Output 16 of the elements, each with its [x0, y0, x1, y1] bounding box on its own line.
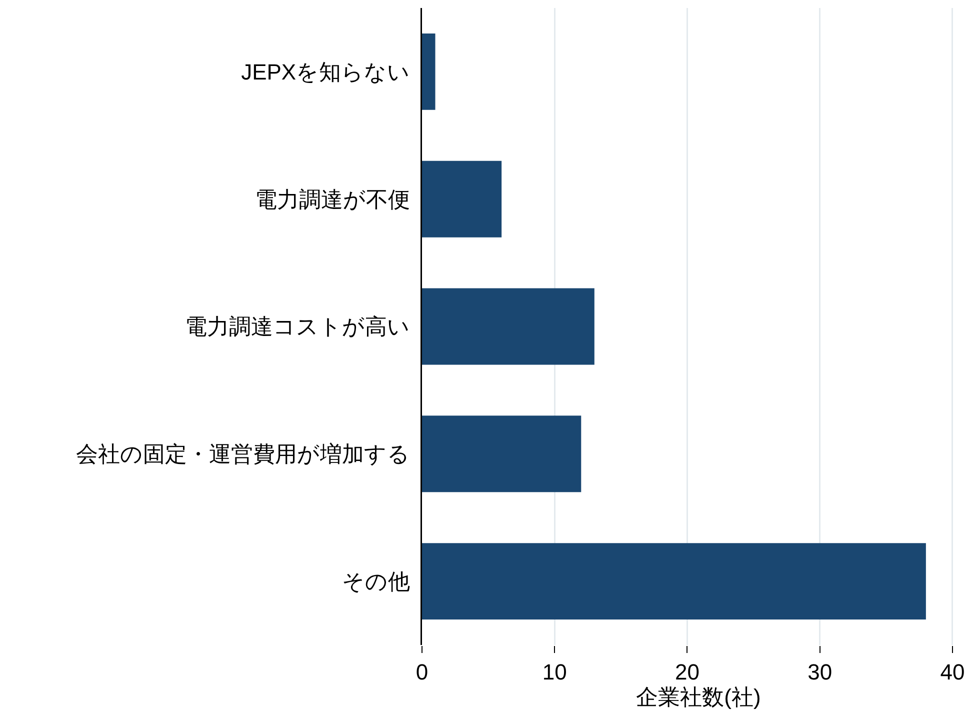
- y-tick-label: 会社の固定・運営費用が増加する: [76, 442, 410, 467]
- y-tick-label: その他: [342, 569, 410, 594]
- x-tick-label: 0: [416, 659, 428, 684]
- x-tick-label: 40: [940, 659, 965, 684]
- x-tick-label: 10: [542, 659, 567, 684]
- x-tick-label: 30: [808, 659, 832, 684]
- x-tick-label: 20: [674, 659, 700, 684]
- y-tick-label: JEPXを知らない: [241, 59, 410, 84]
- y-tick-label: 電力調達コストが高い: [185, 314, 410, 340]
- bar: [422, 543, 926, 620]
- bar: [422, 288, 594, 365]
- y-tick-label: 電力調達が不便: [255, 186, 410, 212]
- bar: [422, 160, 502, 238]
- bar: [422, 416, 582, 492]
- x-axis-title: 企業社数(社): [636, 684, 761, 710]
- bar: [422, 33, 436, 110]
